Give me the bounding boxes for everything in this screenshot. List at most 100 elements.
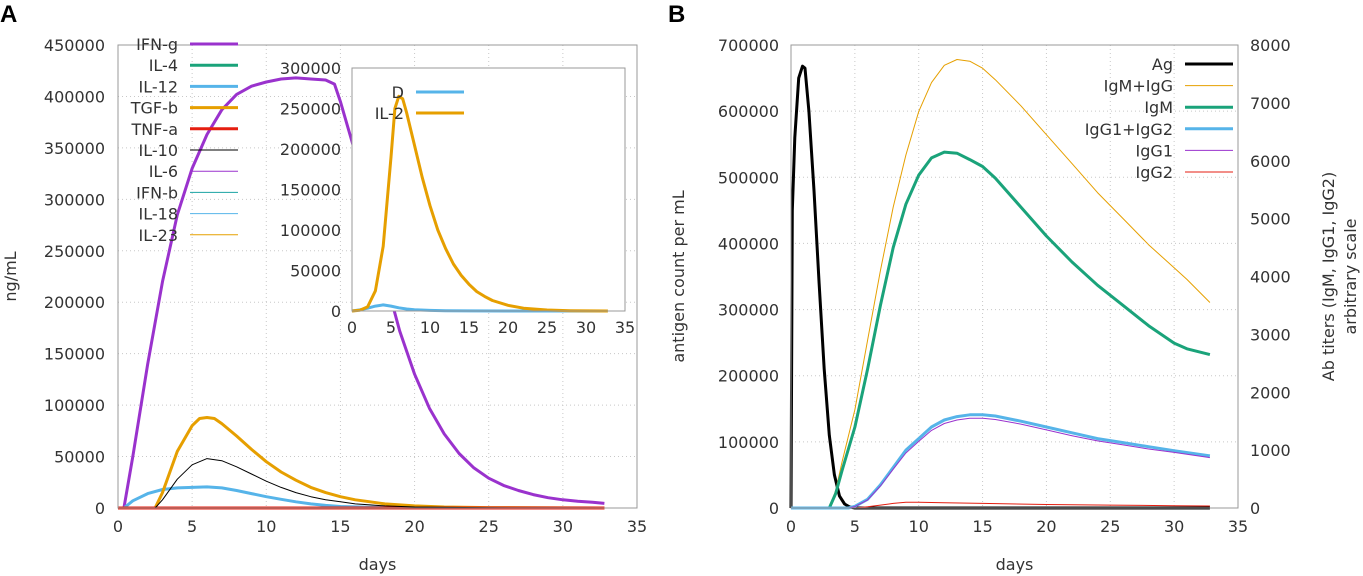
a-legend-label: IL-4 bbox=[149, 56, 178, 75]
a-y-tick-label: 100000 bbox=[44, 396, 105, 415]
inset-y-tick-label: 50000 bbox=[290, 262, 341, 281]
b-y2-tick-label: 8000 bbox=[1250, 36, 1291, 55]
a-legend-label: IL-6 bbox=[149, 162, 178, 181]
b-x-tick-label: 5 bbox=[850, 517, 860, 536]
b-series-igm bbox=[791, 150, 1211, 510]
a-legend-label: TNF-a bbox=[130, 120, 178, 139]
a-legend-label: IL-10 bbox=[139, 141, 178, 160]
a-series-il-10 bbox=[118, 458, 605, 509]
b-x-tick-label: 20 bbox=[1036, 517, 1056, 536]
inset-y-tick-label: 150000 bbox=[280, 181, 341, 200]
inset-x-tick-label: 15 bbox=[459, 318, 479, 337]
b-x-tick-label: 25 bbox=[1100, 517, 1120, 536]
b-y-tick-label: 400000 bbox=[718, 234, 779, 253]
b-y2-tick-label: 5000 bbox=[1250, 210, 1291, 229]
inset-y-tick-label: 250000 bbox=[280, 100, 341, 119]
b-x-tick-label: 0 bbox=[786, 517, 796, 536]
a-x-axis-label: days bbox=[359, 555, 397, 574]
a-y-tick-label: 200000 bbox=[44, 293, 105, 312]
inset-x-tick-label: 30 bbox=[576, 318, 596, 337]
a-legend-label: IFN-b bbox=[136, 183, 178, 202]
a-y-tick-label: 400000 bbox=[44, 87, 105, 106]
a-x-tick-label: 25 bbox=[479, 517, 499, 536]
b-y2-axis-label-2: arbitrary scale bbox=[1341, 219, 1360, 335]
a-y-axis-label: ng/mL bbox=[1, 251, 20, 301]
a-legend-label: IFN-g bbox=[136, 35, 178, 54]
b-legend-label: IgM+IgG bbox=[1104, 77, 1173, 96]
inset-x-tick-label: 10 bbox=[420, 318, 440, 337]
panel-label-a: A bbox=[0, 1, 17, 28]
panel-label-b: B bbox=[668, 1, 685, 28]
a-series-il-12 bbox=[118, 485, 605, 510]
b-y2-tick-label: 7000 bbox=[1250, 94, 1291, 113]
b-y2-tick-label: 3000 bbox=[1250, 325, 1291, 344]
a-x-tick-label: 0 bbox=[113, 517, 123, 536]
b-x-tick-label: 10 bbox=[909, 517, 929, 536]
b-y-tick-label: 0 bbox=[769, 499, 779, 518]
b-y2-tick-label: 4000 bbox=[1250, 268, 1291, 287]
a-legend-label: IL-18 bbox=[139, 205, 178, 224]
inset-y-tick-label: 0 bbox=[331, 302, 341, 321]
b-y2-tick-label: 0 bbox=[1250, 499, 1260, 518]
inset-y-tick-label: 300000 bbox=[280, 59, 341, 78]
a-legend-label: IL-12 bbox=[139, 77, 178, 96]
b-x-tick-label: 35 bbox=[1228, 517, 1248, 536]
b-y-axis-label: antigen count per mL bbox=[669, 190, 688, 362]
b-y-tick-label: 500000 bbox=[718, 168, 779, 187]
b-series-igg1-igg2 bbox=[791, 413, 1211, 510]
b-x-tick-label: 15 bbox=[972, 517, 992, 536]
a-y-tick-label: 50000 bbox=[54, 448, 105, 467]
a-y-tick-label: 0 bbox=[95, 499, 105, 518]
b-y2-tick-label: 1000 bbox=[1250, 441, 1291, 460]
a-y-tick-label: 450000 bbox=[44, 36, 105, 55]
inset-y-tick-label: 200000 bbox=[280, 140, 341, 159]
b-y2-tick-label: 6000 bbox=[1250, 152, 1291, 171]
b-series-igg1 bbox=[791, 417, 1210, 509]
inset-x-tick-label: 25 bbox=[537, 318, 557, 337]
b-legend-label: IgG1 bbox=[1136, 141, 1173, 160]
b-y2-axis-label: Ab titers (IgM, IgG1, IgG2) bbox=[1319, 172, 1338, 381]
b-y-tick-label: 300000 bbox=[718, 301, 779, 320]
inset-y-tick-label: 100000 bbox=[280, 221, 341, 240]
a-x-tick-label: 15 bbox=[330, 517, 350, 536]
b-legend-label: IgG2 bbox=[1136, 163, 1173, 182]
b-y-tick-label: 100000 bbox=[718, 433, 779, 452]
b-legend-label: Ag bbox=[1152, 55, 1173, 74]
a-x-tick-label: 35 bbox=[627, 517, 647, 536]
a-y-tick-label: 350000 bbox=[44, 139, 105, 158]
a-x-tick-label: 20 bbox=[404, 517, 424, 536]
inset-x-tick-label: 35 bbox=[615, 318, 635, 337]
b-series-igm-igg bbox=[791, 59, 1211, 509]
a-y-tick-label: 250000 bbox=[44, 242, 105, 261]
a-y-tick-label: 300000 bbox=[44, 190, 105, 209]
inset-frame bbox=[351, 67, 626, 312]
chart-a: 0 5 10 15 20 25 30 35 0 50000 100000 150000 200000 25… bbox=[1, 35, 647, 574]
b-series-ag bbox=[789, 64, 1210, 510]
inset-x-tick-label: 5 bbox=[386, 318, 396, 337]
a-y-tick-label: 150000 bbox=[44, 345, 105, 364]
inset-legend-label: IL-2 bbox=[375, 104, 404, 123]
b-y-tick-label: 600000 bbox=[718, 102, 779, 121]
inset-legend-label: D bbox=[392, 83, 404, 102]
inset-series-il-2 bbox=[351, 94, 608, 313]
a-legend-label: TGF-b bbox=[130, 99, 178, 118]
a-x-tick-label: 30 bbox=[553, 517, 573, 536]
b-y-tick-label: 200000 bbox=[718, 367, 779, 386]
inset-x-tick-label: 0 bbox=[347, 318, 357, 337]
b-x-tick-label: 30 bbox=[1164, 517, 1184, 536]
b-y-tick-label: 700000 bbox=[718, 36, 779, 55]
b-plot-frame bbox=[790, 44, 1239, 509]
inset-x-tick-label: 20 bbox=[498, 318, 518, 337]
b-y2-tick-label: 2000 bbox=[1250, 383, 1291, 402]
b-legend-label: IgG1+IgG2 bbox=[1085, 120, 1173, 139]
a-series-ifn-g bbox=[118, 76, 605, 510]
inset-background bbox=[352, 68, 625, 311]
b-series-igg2 bbox=[791, 501, 1210, 509]
a-legend-label: IL-23 bbox=[139, 226, 178, 245]
a-x-tick-label: 10 bbox=[256, 517, 276, 536]
chart-b: 0 5 10 15 20 25 30 3501000002000003000004000005… bbox=[669, 36, 1360, 574]
b-x-axis-label: days bbox=[996, 555, 1034, 574]
a-plot-frame bbox=[117, 44, 638, 509]
a-series-tgf-b bbox=[118, 416, 605, 510]
